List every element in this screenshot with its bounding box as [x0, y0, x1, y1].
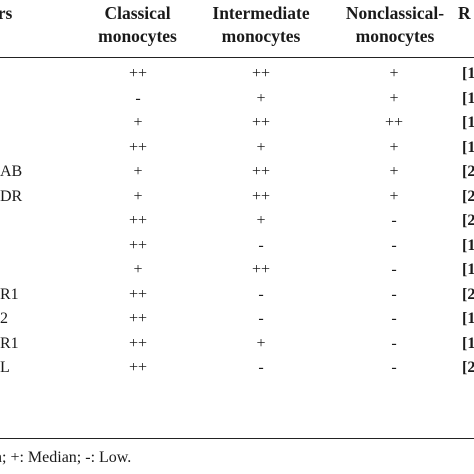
- cell-reference: [1: [462, 236, 474, 254]
- cell-marker: R1: [0, 285, 19, 303]
- cell-marker: 2: [0, 310, 8, 327]
- cell-reference: [1: [462, 310, 474, 327]
- cell-nonclassical: +: [389, 138, 399, 156]
- header-divider: [0, 57, 474, 58]
- cell-nonclassical: -: [391, 261, 397, 278]
- cell-marker: [0, 209, 90, 233]
- cell-nonclassical: -: [391, 359, 397, 376]
- cell-marker: [0, 136, 90, 160]
- cell-nonclassical: -: [391, 334, 397, 352]
- cell-intermediate: ++: [251, 187, 271, 205]
- table-bottom-divider: [0, 438, 474, 439]
- table-row: L ++ - - [2: [0, 356, 474, 380]
- cell-marker: [0, 258, 90, 282]
- header-intermediate-monocytes: Intermediate monocytes: [212, 3, 310, 46]
- table-row: ++ - - [1: [0, 234, 474, 258]
- table-footnote: n; +: Median; -: Low.: [0, 449, 132, 466]
- cell-intermediate: ++: [251, 163, 271, 180]
- cell-reference: [2: [462, 163, 474, 180]
- cell-intermediate: +: [256, 138, 266, 156]
- cell-marker: [0, 111, 90, 135]
- cell-intermediate: +: [256, 89, 266, 107]
- table-row: 2 ++ - - [1: [0, 307, 474, 331]
- cell-reference: [2: [462, 187, 474, 205]
- cell-classical: ++: [128, 359, 148, 376]
- cell-reference: [2: [462, 285, 474, 303]
- cell-reference: [1: [462, 89, 474, 107]
- cell-marker: [0, 62, 90, 86]
- cell-reference: [1: [462, 65, 474, 82]
- table-row: - + + [1: [0, 87, 474, 111]
- header-markers: ers: [0, 3, 13, 23]
- header-classical-monocytes: Classical monocytes: [98, 3, 177, 46]
- cell-nonclassical: -: [391, 236, 397, 254]
- cell-nonclassical: ++: [384, 114, 404, 131]
- cell-classical: ++: [128, 285, 148, 303]
- cell-classical: +: [133, 163, 143, 180]
- cell-classical: +: [133, 114, 143, 131]
- table-row: +++++[1: [0, 62, 474, 86]
- cell-reference: [1: [462, 114, 474, 131]
- cell-classical: +: [133, 261, 143, 278]
- cell-intermediate: +: [256, 212, 266, 229]
- cell-marker: DR: [0, 187, 23, 205]
- cell-nonclassical: +: [389, 187, 399, 205]
- cell-intermediate: ++: [251, 261, 271, 278]
- cell-marker: [0, 234, 90, 258]
- cell-marker: [0, 87, 90, 111]
- cell-intermediate: -: [258, 359, 264, 376]
- cell-classical: ++: [128, 212, 148, 229]
- table-row: R1 ++ + - [1: [0, 332, 474, 356]
- cell-intermediate: -: [258, 236, 264, 254]
- cell-intermediate: ++: [251, 65, 271, 82]
- cell-nonclassical: -: [391, 310, 397, 327]
- table-row: DR + ++ + [2: [0, 185, 474, 209]
- cell-reference: [1: [462, 334, 474, 352]
- table-row: R1 ++ - - [2: [0, 283, 474, 307]
- cell-marker: AB: [0, 163, 23, 180]
- cell-classical: -: [135, 89, 141, 107]
- cell-reference: [2: [462, 359, 474, 376]
- cell-nonclassical: -: [391, 212, 397, 229]
- cell-nonclassical: +: [389, 89, 399, 107]
- header-references: R: [458, 3, 471, 23]
- cell-classical: ++: [128, 65, 148, 82]
- cell-reference: [1: [462, 261, 474, 278]
- table-row: ++ + + [1: [0, 136, 474, 160]
- header-nonclassical-monocytes: Nonclassical- monocytes: [345, 3, 445, 46]
- cell-classical: +: [133, 187, 143, 205]
- cell-marker: L: [0, 359, 10, 376]
- table-row: + ++ - [1: [0, 258, 474, 282]
- table-row: AB + ++ + [2: [0, 160, 474, 184]
- cell-reference: [2: [462, 212, 474, 229]
- cell-classical: ++: [128, 334, 148, 352]
- cell-nonclassical: +: [389, 65, 399, 82]
- cell-intermediate: ++: [251, 114, 271, 131]
- cell-classical: ++: [128, 310, 148, 327]
- table-row: ++ + - [2: [0, 209, 474, 233]
- cell-reference: [1: [462, 138, 474, 156]
- cell-classical: ++: [128, 236, 148, 254]
- cell-marker: R1: [0, 334, 19, 352]
- cell-nonclassical: +: [389, 163, 399, 180]
- table-row: +++++[1: [0, 111, 474, 135]
- cell-intermediate: +: [256, 334, 266, 352]
- cell-intermediate: -: [258, 310, 264, 327]
- cell-nonclassical: -: [391, 285, 397, 303]
- cell-classical: ++: [128, 138, 148, 156]
- cell-intermediate: -: [258, 285, 264, 303]
